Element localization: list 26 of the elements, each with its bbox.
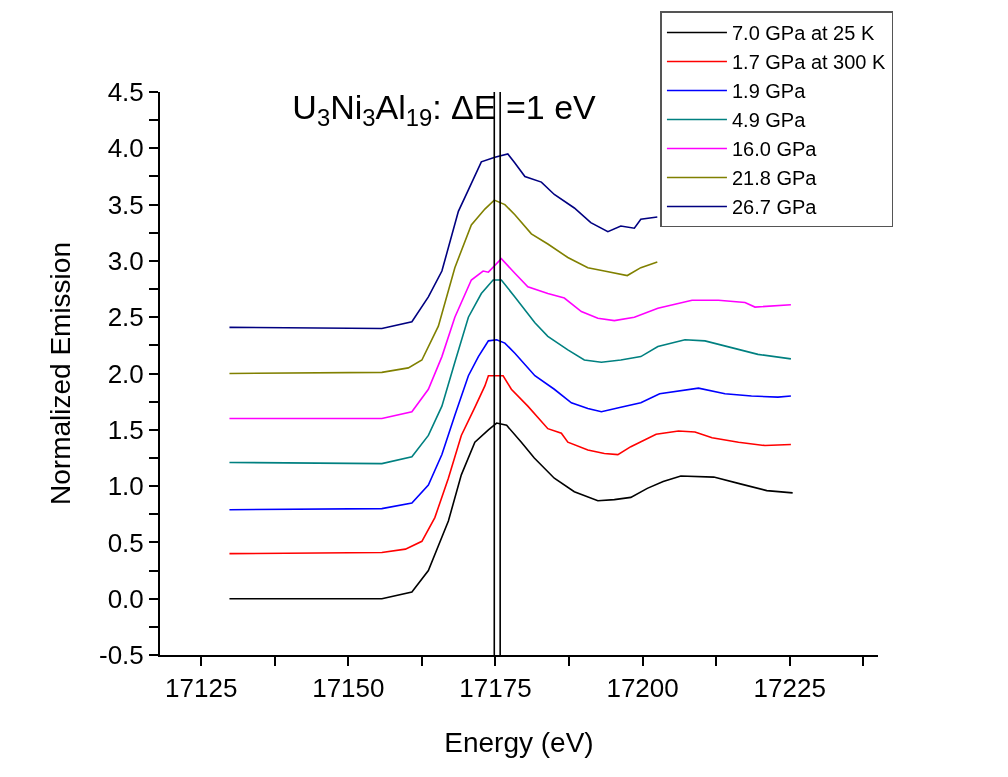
y-tick-label: 3.5: [107, 189, 144, 220]
legend-label: 16.0 GPa: [731, 138, 818, 161]
x-tick-label: 17125: [165, 673, 238, 704]
x-axis-title: Energy (eV): [444, 726, 594, 758]
legend-label: 1.7 GPa at 300 K: [731, 51, 887, 74]
y-tick-label: 1.5: [107, 414, 144, 445]
y-tick-label: 1.0: [107, 471, 144, 502]
x-tick-label: 17200: [606, 673, 679, 704]
legend-label: 21.8 GPa: [731, 167, 818, 190]
y-tick-label: -0.5: [98, 640, 144, 671]
y-tick-label: 2.0: [107, 358, 144, 389]
y-tick-label: 0.0: [107, 583, 144, 614]
y-tick-label: 4.5: [107, 77, 144, 108]
x-tick-label: 17225: [753, 673, 826, 704]
x-tick-label: 17150: [312, 673, 385, 704]
legend-label: 1.9 GPa: [731, 80, 807, 103]
chart-title: U$_{3}$Ni$_{3}$Al$_{19}$: ΔE =1 eV: [292, 88, 597, 132]
y-tick-label: 3.0: [107, 246, 144, 276]
x-tick-label: 17175: [459, 673, 532, 704]
y-tick-label: 2.5: [107, 302, 144, 333]
y-axis-title: Normalized Emission: [45, 242, 77, 505]
y-tick-label: 4.0: [107, 133, 144, 164]
legend-label: 4.9 GPa: [731, 109, 807, 132]
legend-label: 26.7 GPa: [731, 196, 818, 219]
y-tick-label: 0.5: [107, 527, 144, 558]
legend-label: 7.0 GPa at 25 K: [731, 22, 875, 45]
